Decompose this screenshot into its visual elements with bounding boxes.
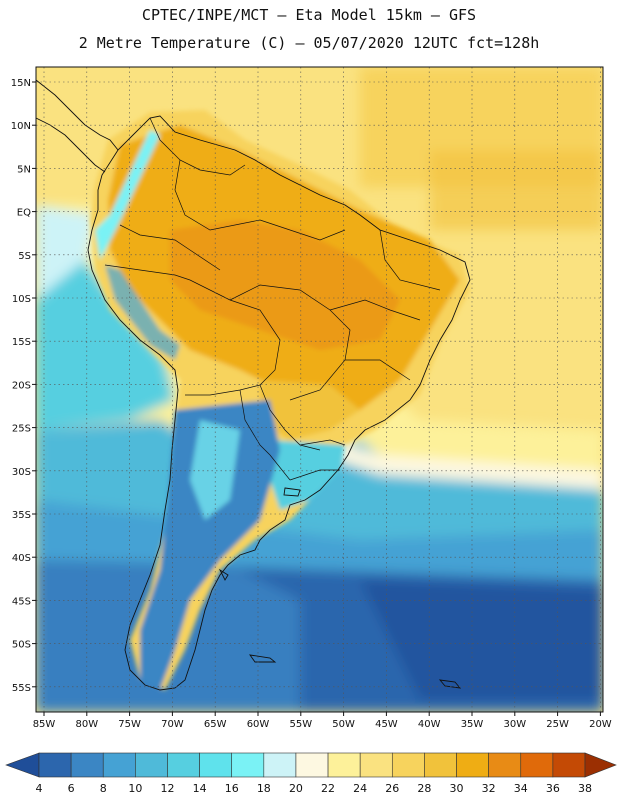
lon-label: 70W	[161, 719, 184, 730]
colorbar-label: 16	[225, 782, 239, 795]
latitude-axis: 15N 10N 5N EQ 5S 10S 15S 20S 25S 30S 35S 40S 45S 50S 5…	[11, 78, 36, 694]
colorbar-label: 8	[100, 782, 107, 795]
colorbar-label: 6	[68, 782, 75, 795]
lon-label: 75W	[118, 719, 141, 730]
lon-label: 35W	[461, 719, 484, 730]
colorbar-swatch	[424, 752, 457, 778]
colorbar-label: 22	[321, 782, 335, 795]
colorbar-label: 34	[514, 782, 528, 795]
colorbar-swatch	[456, 752, 489, 778]
colorbar-label: 26	[385, 782, 399, 795]
graticule	[36, 67, 603, 712]
country-borders	[104, 117, 441, 481]
colorbar-label: 24	[353, 782, 367, 795]
lat-label: 20S	[12, 380, 31, 391]
lat-label: 15S	[12, 337, 31, 348]
colorbar-swatch	[359, 752, 393, 778]
colorbar-swatch	[102, 752, 136, 778]
lon-label: 85W	[33, 719, 56, 730]
lat-label: 5S	[18, 251, 31, 262]
colorbar-swatch	[167, 752, 200, 778]
title-line-1: CPTEC/INPE/MCT – Eta Model 15km – GFS	[141, 6, 477, 24]
lat-label: 40S	[12, 553, 31, 564]
colorbar-arrow-low	[5, 752, 40, 778]
colorbar-label: 36	[546, 782, 560, 795]
lat-label: 35S	[12, 510, 31, 521]
colorbar-label: 28	[417, 782, 431, 795]
lon-label: 30W	[503, 719, 526, 730]
lat-label: 25S	[12, 424, 31, 435]
colorbar-swatch	[488, 752, 522, 778]
colorbar-swatch	[231, 752, 265, 778]
colorbar-label: 30	[450, 782, 464, 795]
lon-label: 40W	[418, 719, 441, 730]
lat-label: 55S	[12, 683, 31, 694]
longitude-axis: 85W 80W 75W 70W 65W 60W 55W 50W 45W 40W 35W 30W 25W 2…	[33, 712, 612, 730]
lat-label: 10S	[12, 294, 31, 305]
lat-label: 10N	[11, 121, 31, 132]
colorbar-label: 4	[36, 782, 43, 795]
colorbar-label: 14	[193, 782, 207, 795]
colorbar-swatch	[391, 752, 425, 778]
colorbar-swatch	[295, 752, 329, 778]
lon-label: 20W	[589, 719, 612, 730]
lon-label: 45W	[375, 719, 398, 730]
colorbar: 4 6 8 10 12 14 16 18 20 22 24 26 28 30 32 34 36 38	[5, 752, 617, 795]
colorbar-swatch	[520, 752, 554, 778]
colorbar-swatch	[70, 752, 104, 778]
lon-label: 65W	[204, 719, 227, 730]
colorbar-label: 18	[257, 782, 271, 795]
colorbar-swatch	[199, 752, 233, 778]
colorbar-label: 12	[160, 782, 174, 795]
central-america-coastline	[36, 79, 119, 173]
colorbar-swatch	[263, 752, 297, 778]
colorbar-swatch	[552, 752, 586, 778]
islands	[218, 487, 462, 689]
colorbar-swatch	[135, 752, 168, 778]
temperature-field	[36, 67, 603, 712]
lat-label: EQ	[17, 208, 31, 219]
lon-label: 25W	[546, 719, 569, 730]
lat-label: 50S	[12, 640, 31, 651]
lon-label: 55W	[289, 719, 312, 730]
lat-label: 30S	[12, 467, 31, 478]
colorbar-swatch	[327, 752, 361, 778]
lat-label: 5N	[17, 164, 31, 175]
colorbar-swatch	[38, 752, 72, 778]
colorbar-label: 38	[578, 782, 592, 795]
lat-label: 45S	[12, 596, 31, 607]
lon-label: 60W	[247, 719, 270, 730]
lat-label: 15N	[11, 78, 31, 89]
coastlines	[36, 79, 471, 691]
lon-label: 50W	[332, 719, 355, 730]
south-america-coastline	[87, 115, 471, 691]
colorbar-arrow-high	[584, 752, 617, 778]
colorbar-label: 20	[289, 782, 303, 795]
lon-label: 80W	[75, 719, 98, 730]
title-line-2: 2 Metre Temperature (C) – 05/07/2020 12U…	[78, 34, 540, 52]
colorbar-label: 32	[482, 782, 496, 795]
colorbar-label: 10	[128, 782, 142, 795]
plot-frame	[35, 66, 604, 713]
